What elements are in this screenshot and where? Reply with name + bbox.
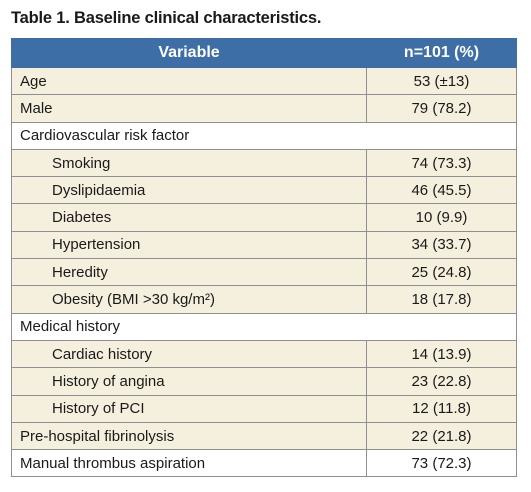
header-value: n=101 (%) — [366, 38, 517, 68]
row-label: Age — [11, 66, 367, 96]
table-header-row: Variable n=101 (%) — [11, 38, 517, 68]
header-variable: Variable — [11, 38, 367, 68]
row-label: Cardiac history — [11, 339, 367, 369]
section-row-cardiovascular-risk-factor: Cardiovascular risk factor — [11, 121, 517, 150]
row-value: 79 (78.2) — [366, 94, 517, 123]
table-row-age: Age 53 (±13) — [11, 66, 517, 96]
row-label: Smoking — [11, 148, 367, 178]
table-row-history-of-pci: History of PCI 12 (11.8) — [11, 394, 517, 423]
row-value: 18 (17.8) — [366, 285, 517, 314]
row-label: Pre-hospital fibrinolysis — [11, 421, 367, 451]
table-row-obesity: Obesity (BMI >30 kg/m²) 18 (17.8) — [11, 285, 517, 314]
row-value: 46 (45.5) — [366, 176, 517, 205]
section-label: Medical history — [11, 312, 517, 341]
table-row-cardiac-history: Cardiac history 14 (13.9) — [11, 339, 517, 369]
table-row-dyslipidaemia: Dyslipidaemia 46 (45.5) — [11, 176, 517, 205]
row-value: 34 (33.7) — [366, 230, 517, 260]
table-row-male: Male 79 (78.2) — [11, 94, 517, 123]
table-row-heredity: Heredity 25 (24.8) — [11, 258, 517, 287]
row-label: Dyslipidaemia — [11, 176, 367, 205]
row-value: 10 (9.9) — [366, 203, 517, 232]
row-label: History of angina — [11, 367, 367, 396]
row-value: 53 (±13) — [366, 66, 517, 96]
table-row-history-of-angina: History of angina 23 (22.8) — [11, 367, 517, 396]
baseline-characteristics-table: Variable n=101 (%) Age 53 (±13) Male 79 … — [11, 38, 517, 478]
row-value: 12 (11.8) — [366, 394, 517, 423]
row-label: Hypertension — [11, 230, 367, 260]
section-label: Cardiovascular risk factor — [11, 121, 517, 150]
table-row-diabetes: Diabetes 10 (9.9) — [11, 203, 517, 232]
row-value: 73 (72.3) — [366, 449, 517, 478]
row-value: 23 (22.8) — [366, 367, 517, 396]
row-value: 25 (24.8) — [366, 258, 517, 287]
table-title: Table 1. Baseline clinical characteristi… — [11, 9, 322, 27]
row-label: Heredity — [11, 258, 367, 287]
row-label: Obesity (BMI >30 kg/m²) — [11, 285, 367, 314]
row-label: Male — [11, 94, 367, 123]
table-row-smoking: Smoking 74 (73.3) — [11, 148, 517, 178]
row-label: Diabetes — [11, 203, 367, 232]
row-label: Manual thrombus aspiration — [11, 449, 367, 478]
table-row-manual-thrombus-aspiration: Manual thrombus aspiration 73 (72.3) — [11, 449, 517, 478]
row-value: 74 (73.3) — [366, 148, 517, 178]
row-value: 22 (21.8) — [366, 421, 517, 451]
section-row-medical-history: Medical history — [11, 312, 517, 341]
row-label: History of PCI — [11, 394, 367, 423]
table-row-pre-hospital-fibrinolysis: Pre-hospital fibrinolysis 22 (21.8) — [11, 421, 517, 451]
table-row-hypertension: Hypertension 34 (33.7) — [11, 230, 517, 260]
row-value: 14 (13.9) — [366, 339, 517, 369]
